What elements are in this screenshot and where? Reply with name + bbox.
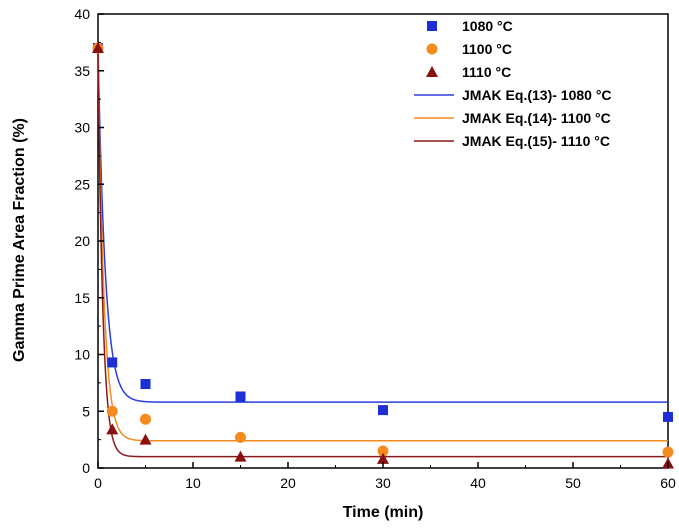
x-axis-title: Time (min)	[343, 504, 424, 521]
data-point-series-3	[106, 423, 119, 435]
x-tick-label: 30	[375, 475, 391, 491]
y-axis-title: Gamma Prime Area Fraction (%)	[11, 118, 28, 362]
fit-line-2	[97, 48, 668, 442]
legend-label: JMAK Eq.(15)- 1110 °C	[462, 133, 610, 149]
legend-label: JMAK Eq.(13)- 1080 °C	[462, 87, 612, 103]
y-tick-label: 10	[74, 347, 90, 363]
y-tick-label: 25	[74, 176, 90, 192]
y-tick-label: 5	[82, 403, 90, 419]
legend-label: 1100 °C	[462, 41, 512, 57]
axis-ticks: 0 10 20 30 40 50 60 0 5 10 15 20 25 30 35 40	[74, 6, 676, 491]
data-point-series-2	[140, 413, 151, 425]
y-tick-label: 40	[74, 6, 90, 22]
y-tick-label: 35	[74, 63, 90, 79]
data-point-series-1	[378, 405, 388, 416]
data-point-series-3	[377, 452, 389, 464]
x-tick-label: 20	[280, 475, 296, 491]
data-point-series-1	[107, 357, 118, 368]
data-point-series-2	[662, 446, 674, 458]
fit-line-1	[97, 48, 668, 403]
data-point-series-3	[139, 433, 152, 445]
legend-label: JMAK Eq.(14)- 1100 °C	[462, 110, 611, 126]
x-tick-label: 50	[565, 475, 581, 491]
plot-border	[97, 13, 669, 469]
y-tick-label: 30	[74, 120, 90, 136]
data-point-series-3	[234, 450, 247, 462]
x-tick-label: 40	[470, 475, 486, 491]
y-tick-label: 0	[82, 460, 90, 476]
legend-marker-2	[426, 43, 438, 55]
data-point-series-2	[377, 445, 389, 457]
legend-marker-3	[426, 66, 438, 77]
data-point-series-2	[106, 405, 118, 417]
legend-marker-1	[427, 21, 437, 31]
legend: 1080 °C 1100 °C 1110 °C JMAK Eq.(13)- 1080 …	[414, 18, 612, 149]
data-point-series-1	[663, 411, 673, 422]
data-point-series-1	[235, 391, 246, 402]
data-point-series-2	[235, 431, 246, 443]
legend-label: 1110 °C	[462, 64, 511, 80]
data-point-series-3	[92, 42, 104, 54]
x-tick-label: 0	[94, 475, 102, 491]
y-tick-label: 20	[74, 233, 90, 249]
plot-area	[97, 13, 669, 469]
legend-label: 1080 °C	[462, 18, 513, 34]
x-tick-label: 10	[185, 475, 201, 491]
x-tick-label: 60	[660, 475, 676, 491]
y-tick-label: 15	[74, 290, 90, 306]
data-point-series-1	[140, 379, 151, 390]
data-markers	[92, 42, 674, 469]
